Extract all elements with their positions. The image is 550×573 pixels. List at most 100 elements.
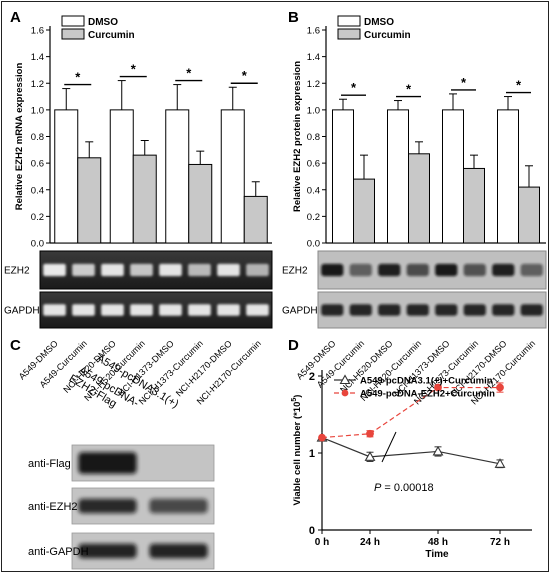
data-point bbox=[432, 445, 444, 456]
panel-b: 0.0 0.2 0.4 0.6 0.8 1.0 1.2 1.4 1.6 Relative EZH2… bbox=[282, 15, 547, 407]
y-axis-label: Viable cell number (*105) bbox=[291, 395, 303, 506]
p-value-annotation: P = 0.00018 bbox=[374, 482, 434, 494]
western-band bbox=[349, 304, 372, 316]
western-band bbox=[492, 304, 515, 316]
western-band bbox=[435, 263, 458, 277]
gel-band bbox=[130, 263, 153, 277]
bar-dmso bbox=[54, 109, 79, 244]
gel-band bbox=[246, 263, 269, 277]
legend-label: DMSO bbox=[88, 17, 118, 28]
bar-curcumin bbox=[353, 178, 375, 244]
data-point bbox=[434, 383, 442, 392]
y-tick-label: 0 bbox=[309, 525, 315, 537]
legend-label: DMSO bbox=[364, 17, 394, 28]
western-band bbox=[78, 498, 137, 514]
y-tick-label: 1 bbox=[309, 448, 315, 460]
y-tick-label: 1.4 bbox=[31, 52, 44, 63]
panel-c: anti-Flaganti-EZH2anti-GAPDHA549-pcDNA-E… bbox=[28, 352, 215, 570]
y-tick-label: 0.8 bbox=[307, 132, 320, 143]
gel-band bbox=[159, 304, 182, 316]
western-band bbox=[78, 452, 137, 474]
western-band bbox=[520, 263, 543, 277]
blot-label-ezh2: EZH2 bbox=[282, 266, 308, 277]
panel-letter-d: D bbox=[288, 337, 299, 354]
panel-letter-c: C bbox=[10, 337, 21, 354]
significance-star: * bbox=[516, 78, 522, 93]
gel-band bbox=[72, 304, 95, 316]
significance-star: * bbox=[461, 75, 467, 90]
significance-star: * bbox=[406, 82, 412, 97]
gel-band bbox=[101, 304, 124, 316]
legend-label: A549-pcDNA3.1(+)+Curcumin bbox=[360, 376, 493, 387]
y-tick-label: 0.6 bbox=[31, 159, 44, 170]
y-tick-label: 0.4 bbox=[307, 185, 320, 196]
western-band bbox=[78, 543, 137, 559]
western-band bbox=[378, 304, 401, 316]
data-point bbox=[318, 433, 326, 442]
bar-dmso bbox=[497, 109, 519, 244]
y-tick-label: 0.8 bbox=[31, 132, 44, 143]
western-band bbox=[463, 263, 486, 277]
western-band bbox=[406, 304, 429, 316]
gel-band bbox=[217, 263, 240, 277]
legend-label: A549-pcDNA-EZH2+Curcumin bbox=[360, 389, 495, 400]
legend-marker bbox=[341, 389, 349, 397]
legend-swatch bbox=[61, 28, 85, 40]
gel-band bbox=[130, 304, 153, 316]
panel-a: 0.0 0.2 0.4 0.6 0.8 1.0 1.2 1.4 1.6 Relative EZH2… bbox=[4, 15, 273, 407]
panel-letter-b: B bbox=[288, 9, 299, 26]
gel-band bbox=[159, 263, 182, 277]
blot-label-gapdh: GAPDH bbox=[4, 306, 40, 317]
legend-label: Curcumin bbox=[364, 30, 411, 41]
y-tick-label: 1.6 bbox=[31, 26, 44, 37]
western-band bbox=[149, 498, 208, 514]
western-band bbox=[463, 304, 486, 316]
gel-band bbox=[43, 263, 66, 277]
y-tick-label: 1.2 bbox=[31, 79, 44, 90]
y-tick-label: 2 bbox=[309, 371, 315, 383]
bar-dmso bbox=[332, 109, 354, 244]
bar-curcumin bbox=[188, 163, 213, 244]
y-axis-label-text: Viable cell number (*10 bbox=[292, 402, 303, 506]
y-tick-label: 0.0 bbox=[31, 239, 44, 250]
legend-swatch bbox=[337, 15, 361, 27]
blot-label-gapdh: GAPDH bbox=[282, 306, 318, 317]
western-band bbox=[321, 263, 344, 277]
significance-star: * bbox=[242, 68, 248, 83]
western-band bbox=[492, 263, 515, 277]
gel-band bbox=[101, 263, 124, 277]
y-axis-label: Relative EZH2 mRNA expression bbox=[14, 63, 25, 211]
p-value-text: = 0.00018 bbox=[381, 482, 433, 494]
y-axis-label-close: ) bbox=[292, 395, 303, 398]
panel-d: 0 1 2 0 h 24 h 48 h 72 h Time Viable cell number… bbox=[291, 370, 532, 560]
western-band bbox=[520, 304, 543, 316]
bar-dmso bbox=[442, 109, 464, 244]
bar-curcumin bbox=[518, 186, 540, 244]
western-band bbox=[435, 304, 458, 316]
gel-band bbox=[188, 304, 211, 316]
y-tick-label: 0.2 bbox=[31, 212, 44, 223]
x-tick-label: 48 h bbox=[428, 537, 448, 548]
data-point bbox=[496, 383, 504, 392]
data-point bbox=[364, 451, 376, 461]
gel-band bbox=[188, 263, 211, 277]
legend-marker bbox=[339, 374, 351, 385]
bar-dmso bbox=[165, 109, 190, 244]
y-tick-label: 0.4 bbox=[31, 185, 44, 196]
blot-label-ezh2: EZH2 bbox=[4, 266, 30, 277]
x-tick-label: 0 h bbox=[315, 537, 329, 548]
y-axis-label-sup: 5 bbox=[291, 398, 298, 402]
blot-label: anti-GAPDH bbox=[28, 546, 89, 558]
x-tick-label: 72 h bbox=[490, 537, 510, 548]
annotation-line bbox=[381, 431, 397, 463]
y-tick-label: 0.2 bbox=[307, 212, 320, 223]
significance-star: * bbox=[131, 62, 137, 77]
y-tick-label: 1.6 bbox=[307, 26, 320, 37]
x-axis-label: Time bbox=[425, 549, 449, 560]
bar-curcumin bbox=[243, 195, 268, 244]
legend-swatch bbox=[61, 15, 85, 27]
y-tick-label: 1.0 bbox=[31, 105, 44, 116]
y-axis-label: Relative EZH2 protein expression bbox=[292, 61, 303, 212]
bar-curcumin bbox=[463, 167, 485, 244]
